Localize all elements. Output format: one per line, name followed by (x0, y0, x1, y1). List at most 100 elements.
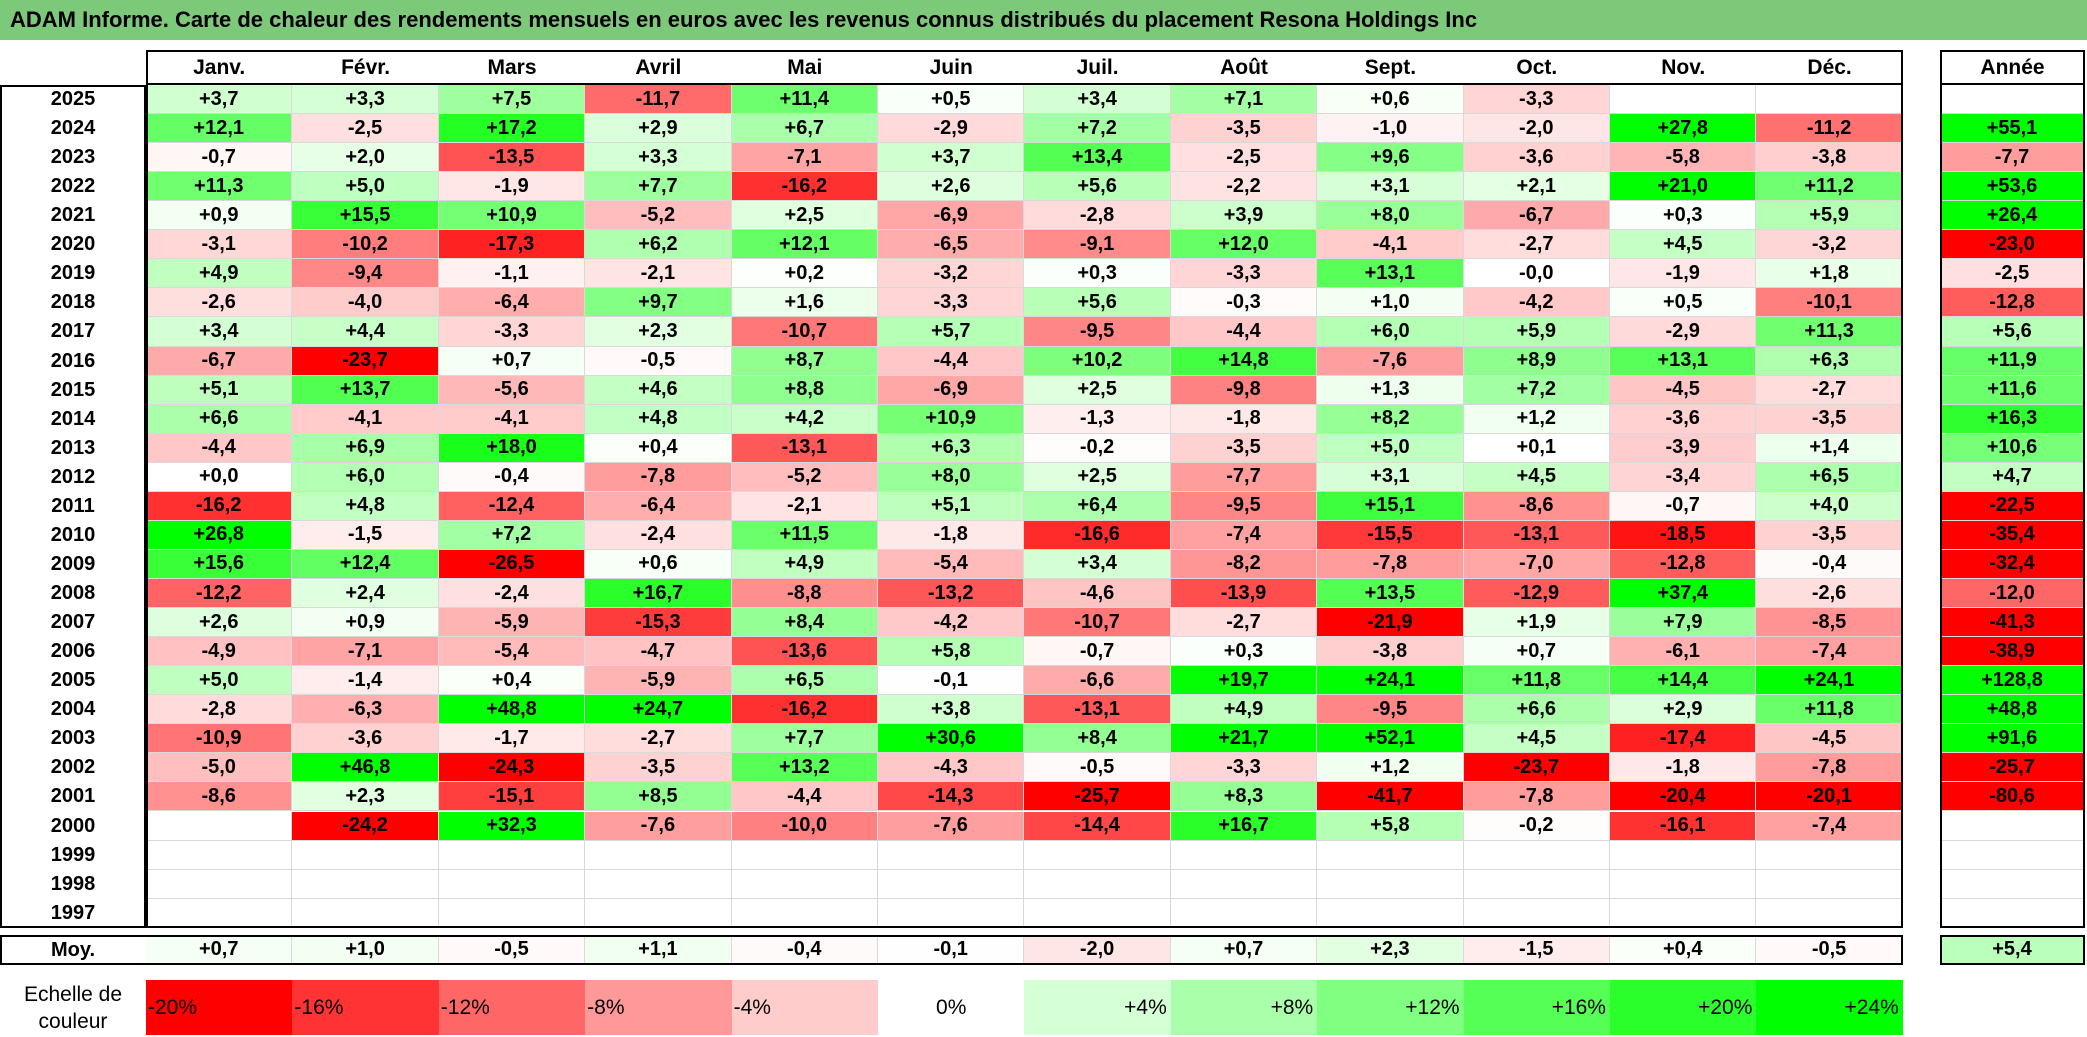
heatmap-cell: -1,9 (1610, 259, 1757, 289)
heatmap-cell: -3,8 (1756, 143, 1903, 173)
column-header: Nov. (1661, 55, 1706, 79)
heatmap-cell: +7,2 (1024, 114, 1171, 144)
heatmap-cell: -1,1 (438, 259, 586, 289)
heatmap-cell: +6,0 (292, 462, 439, 492)
heatmap-cell: +2,0 (292, 143, 439, 173)
heatmap-cell (1170, 869, 1318, 899)
heatmap-cell: +10,9 (438, 201, 586, 231)
heatmap-cell: +8,4 (1024, 724, 1171, 754)
heatmap-cell: -3,5 (1756, 520, 1903, 550)
heatmap-cell: +0,3 (1170, 637, 1318, 667)
annual-cell: -25,7 (1940, 753, 2085, 783)
color-scale-step: +4% (1024, 980, 1171, 1035)
heatmap-cell: -1,9 (438, 172, 586, 202)
heatmap-cell (146, 869, 293, 899)
heatmap-cell (731, 840, 878, 870)
heatmap-cell: +11,5 (731, 520, 878, 550)
heatmap-cell: -3,1 (146, 230, 293, 260)
heatmap-cell: -4,4 (1170, 317, 1318, 347)
heatmap-cell: -16,1 (1610, 811, 1757, 841)
heatmap-cell: +3,7 (146, 85, 293, 115)
color-scale-step: +8% (1170, 980, 1318, 1035)
heatmap-cell: +52,1 (1317, 724, 1464, 754)
heatmap-cell: -3,9 (1610, 433, 1757, 463)
heatmap-cell: +13,1 (1317, 259, 1464, 289)
heatmap-cell: -11,2 (1756, 114, 1903, 144)
heatmap-cell (1024, 840, 1171, 870)
year-label: 2014 (50, 407, 96, 430)
heatmap-cell: +8,4 (731, 608, 878, 638)
heatmap-cell (585, 840, 732, 870)
heatmap-cell: +13,4 (1024, 143, 1171, 173)
year-label: 1997 (50, 901, 96, 924)
year-label: 2025 (50, 88, 96, 111)
heatmap-cell: +10,9 (878, 404, 1025, 434)
heatmap-cell: -8,8 (731, 579, 878, 609)
heatmap-cell: -6,4 (438, 288, 586, 318)
heatmap-cell: -6,5 (878, 230, 1025, 260)
heatmap-cell (146, 811, 293, 841)
heatmap-cell: +3,4 (1024, 549, 1171, 579)
heatmap-cell: +1,8 (1756, 259, 1903, 289)
heatmap-cell: +48,8 (438, 695, 586, 725)
heatmap-cell: -20,1 (1756, 782, 1903, 812)
heatmap-cell (146, 898, 293, 928)
heatmap-cell: -1,3 (1024, 404, 1171, 434)
heatmap-cell (292, 840, 439, 870)
annual-cell: +26,4 (1940, 201, 2085, 231)
year-label: 2004 (50, 698, 96, 721)
heatmap-cell: +3,8 (878, 695, 1025, 725)
annual-cell (1940, 811, 2085, 841)
heatmap-cell: -20,4 (1610, 782, 1757, 812)
heatmap-cell: -3,8 (1317, 637, 1464, 667)
heatmap-cell: +2,9 (1610, 695, 1757, 725)
year-label: 2018 (50, 291, 96, 314)
heatmap-cell: +12,1 (731, 230, 878, 260)
heatmap-cell: -3,5 (1170, 433, 1318, 463)
average-cell: -2,0 (1024, 935, 1171, 965)
year-label: 2021 (50, 204, 96, 227)
heatmap-cell: -2,9 (878, 114, 1025, 144)
heatmap-cell: -7,1 (731, 143, 878, 173)
annual-cell: +48,8 (1940, 695, 2085, 725)
color-scale-step: 0% (878, 980, 1025, 1035)
heatmap-cell: -6,6 (1024, 666, 1171, 696)
heatmap-cell: +6,4 (1024, 491, 1171, 521)
heatmap-cell: -1,5 (292, 520, 439, 550)
heatmap-cell: +0,1 (1463, 433, 1610, 463)
average-label: Moy. (50, 938, 96, 961)
heatmap-cell (438, 869, 586, 899)
heatmap-cell: +3,3 (292, 85, 439, 115)
heatmap-cell: +11,2 (1756, 172, 1903, 202)
heatmap-cell: -10,1 (1756, 288, 1903, 318)
heatmap-cell: +2,1 (1463, 172, 1610, 202)
heatmap-cell: -4,4 (731, 782, 878, 812)
heatmap-cell: -7,8 (1463, 782, 1610, 812)
annual-cell: -23,0 (1940, 230, 2085, 260)
heatmap-cell (731, 898, 878, 928)
heatmap-cell: -7,8 (585, 462, 732, 492)
year-label: 2001 (50, 785, 96, 808)
heatmap-cell: -0,7 (1024, 637, 1171, 667)
heatmap-cell: -9,4 (292, 259, 439, 289)
heatmap-cell: +5,9 (1463, 317, 1610, 347)
heatmap-cell: +0,6 (585, 549, 732, 579)
heatmap-cell: +3,4 (146, 317, 293, 347)
heatmap-cell (1610, 85, 1757, 115)
average-cell: +1,1 (585, 935, 732, 965)
heatmap-cell: +8,5 (585, 782, 732, 812)
heatmap-cell: -3,6 (292, 724, 439, 754)
heatmap-cell: -21,9 (1317, 608, 1464, 638)
annual-cell: +5,6 (1940, 317, 2085, 347)
heatmap-cell: -0,7 (1610, 491, 1757, 521)
heatmap-cell: -1,7 (438, 724, 586, 754)
heatmap-cell: -5,2 (731, 462, 878, 492)
column-header: Juin (929, 55, 973, 79)
color-scale-step: +12% (1317, 980, 1464, 1035)
heatmap-cell: +26,8 (146, 520, 293, 550)
annual-cell: +11,9 (1940, 346, 2085, 376)
heatmap-cell: +0,7 (438, 346, 586, 376)
heatmap-cell: -0,7 (146, 143, 293, 173)
heatmap-cell: +1,3 (1317, 375, 1464, 405)
annual-cell: -7,7 (1940, 143, 2085, 173)
